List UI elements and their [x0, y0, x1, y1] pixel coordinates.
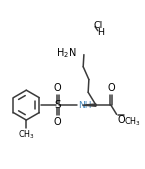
Text: CH$_3$: CH$_3$ [18, 129, 35, 141]
Text: O: O [107, 83, 115, 93]
Text: Cl: Cl [94, 21, 103, 30]
Text: O: O [54, 117, 61, 127]
Text: O: O [117, 115, 125, 125]
Polygon shape [83, 104, 96, 106]
Text: NH: NH [78, 101, 91, 110]
Text: O: O [54, 83, 61, 93]
Text: S: S [54, 100, 61, 110]
Text: H$_2$N: H$_2$N [56, 46, 76, 60]
Text: H: H [97, 28, 104, 37]
Text: CH$_3$: CH$_3$ [124, 115, 141, 128]
